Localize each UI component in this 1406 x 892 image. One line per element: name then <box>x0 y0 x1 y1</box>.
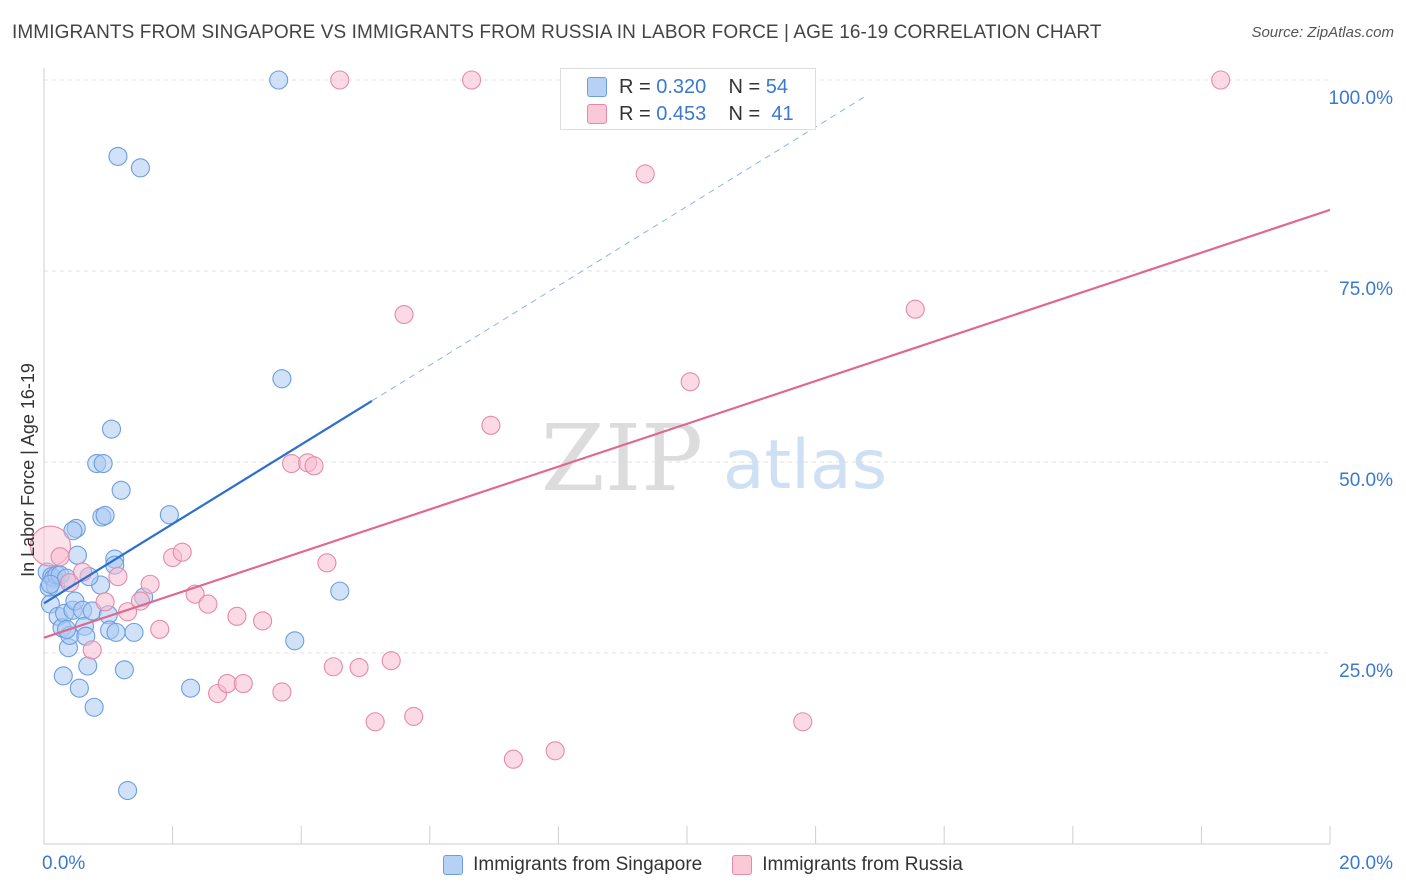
singapore-point <box>84 697 104 717</box>
singapore-point <box>269 70 289 90</box>
chart-title: IMMIGRANTS FROM SINGAPORE VS IMMIGRANTS … <box>12 22 1102 43</box>
russia-point <box>130 591 150 611</box>
singapore-point <box>330 581 350 601</box>
singapore-point <box>67 545 87 565</box>
watermark-atlas: atlas <box>723 426 887 505</box>
russia-point <box>272 682 292 702</box>
russia-point <box>381 651 401 671</box>
singapore-point <box>78 656 98 676</box>
stats-box: R = 0.320 N = 54 R = 0.453 N = 41 <box>560 68 816 130</box>
russia-point <box>905 299 925 319</box>
r-label: R = <box>619 75 657 98</box>
singapore-point <box>159 505 179 525</box>
russia-point <box>481 415 501 435</box>
r-value: 0.453 <box>656 102 707 125</box>
singapore-point <box>124 622 144 642</box>
singapore-swatch <box>587 77 607 97</box>
singapore-point <box>114 660 134 680</box>
russia-point <box>545 741 565 761</box>
singapore-point <box>272 369 292 389</box>
x-tick-label: 20.0% <box>1339 853 1393 874</box>
russia-point <box>118 602 138 622</box>
legend-label-singapore: Immigrants from Singapore <box>473 854 703 875</box>
russia-point <box>394 304 414 325</box>
russia-point <box>317 553 337 573</box>
y-axis-title: In Labor Force | Age 16-19 <box>18 363 38 577</box>
legend: Immigrants from Singapore Immigrants fro… <box>0 852 1406 878</box>
russia-point <box>793 712 813 732</box>
n-value: 54 <box>765 75 789 98</box>
x-tick-label: 0.0% <box>42 853 85 874</box>
legend-item-singapore[interactable]: Immigrants from Singapore <box>443 854 702 876</box>
russia-point <box>95 592 115 612</box>
russia-point <box>349 657 369 678</box>
singapore-point <box>130 158 150 178</box>
legend-label-russia: Immigrants from Russia <box>762 854 963 875</box>
russia-point <box>50 547 70 567</box>
singapore-point <box>111 480 131 500</box>
russia-point <box>253 611 273 631</box>
russia-point <box>282 453 302 474</box>
singapore-point <box>101 419 122 439</box>
grid <box>44 79 1330 654</box>
singapore-trend-line <box>43 399 373 605</box>
singapore-point <box>108 146 128 166</box>
n-label: N = <box>728 75 766 98</box>
singapore-point <box>285 631 305 651</box>
russia-point <box>108 567 128 587</box>
y-tick-label: 75.0% <box>1339 279 1393 300</box>
n-label: N = <box>728 102 766 125</box>
axis-labels: 25.0% 50.0% 75.0% 100.0% 0.0% 20.0% In Labor F… <box>18 88 1393 874</box>
singapore-point <box>181 678 201 698</box>
russia-point <box>323 657 343 677</box>
r-value: 0.320 <box>656 75 707 98</box>
russia-point <box>172 542 192 562</box>
russia-point <box>365 712 385 732</box>
russia-point <box>1211 70 1231 90</box>
singapore-point <box>69 678 89 698</box>
russia-point <box>150 619 170 639</box>
singapore-point <box>40 574 60 594</box>
trend-lines <box>43 94 1331 639</box>
watermark: ZIP atlas <box>541 405 887 512</box>
data-points <box>29 70 1231 801</box>
russia-point <box>227 606 247 626</box>
legend-swatch-singapore <box>443 855 464 875</box>
singapore-point <box>95 505 115 526</box>
russia-point <box>680 372 700 392</box>
russia-point <box>82 640 102 660</box>
russia-point <box>635 164 655 184</box>
singapore-point <box>118 780 138 801</box>
russia-point <box>304 456 324 476</box>
r-label: R = <box>619 102 657 125</box>
singapore-point <box>106 622 126 642</box>
y-tick-label: 100.0% <box>1329 88 1394 109</box>
legend-swatch-russia <box>732 855 753 875</box>
singapore-trend-extension <box>371 94 868 402</box>
russia-point <box>404 706 424 726</box>
russia-point <box>330 70 350 90</box>
y-tick-label: 25.0% <box>1339 661 1393 682</box>
singapore-point <box>93 453 113 474</box>
russia-point <box>217 674 237 694</box>
watermark-zip: ZIP <box>541 405 703 512</box>
russia-point <box>503 749 523 769</box>
source-label: Source: ZipAtlas.com <box>1251 24 1394 41</box>
russia-point <box>140 574 160 594</box>
n-value: 41 <box>771 102 794 125</box>
russia-point <box>198 594 218 614</box>
russia-trend-line <box>43 208 1331 639</box>
legend-item-russia[interactable]: Immigrants from Russia <box>732 854 963 876</box>
axes <box>43 68 1331 845</box>
y-tick-label: 50.0% <box>1339 470 1393 491</box>
singapore-point <box>53 666 73 686</box>
russia-point <box>462 70 482 90</box>
russia-swatch <box>587 104 607 124</box>
russia-point <box>233 674 253 694</box>
